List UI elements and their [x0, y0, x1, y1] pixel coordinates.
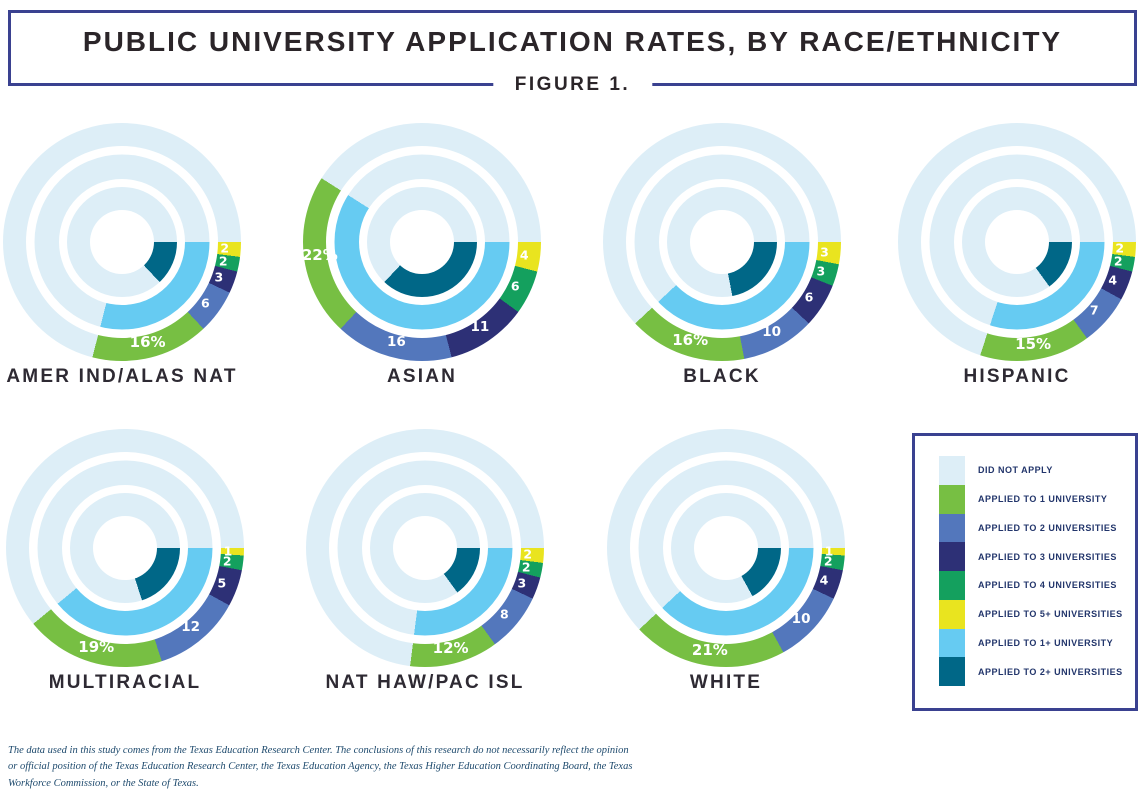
- donut-chart-asian: 22% 16 11 6 4 ASIAN: [301, 123, 541, 387]
- legend-swatch-applied-5-plus: [939, 599, 965, 629]
- legend-swatch-did-not-apply: [939, 456, 965, 485]
- segment-value-label: 16: [386, 333, 406, 350]
- legend-label: APPLIED TO 1 UNIVERSITY: [978, 494, 1108, 505]
- donut-hole: [690, 210, 754, 274]
- donut-chart-nat-haw-pac-isl: 12% 8 3 2 2 NAT HAW/PAC ISL: [306, 429, 544, 693]
- legend-item-applied-3: APPLIED TO 3 UNIVERSITIES: [939, 542, 1135, 571]
- legend-label: APPLIED TO 2 UNIVERSITIES: [978, 522, 1117, 533]
- donut-hole: [390, 210, 454, 274]
- segment-value-label: 2: [220, 240, 230, 256]
- legend-item-applied-2-plus: APPLIED TO 2+ UNIVERSITIES: [939, 657, 1135, 686]
- segment-value-label: 1: [223, 543, 233, 559]
- segment-value-label: 3: [517, 575, 527, 591]
- donut-hole: [90, 210, 154, 274]
- segment-value-label: 5: [217, 575, 227, 591]
- donut-chart-black: 16% 10 6 3 3 BLACK: [603, 123, 841, 387]
- segment-value-label: 16%: [129, 332, 166, 351]
- segment-value-label: 15%: [1015, 334, 1052, 353]
- donut-hole: [985, 210, 1049, 274]
- legend-label: APPLIED TO 4 UNIVERSITIES: [978, 580, 1117, 591]
- donut-chart-white: 21% 10 4 2 1 WHITE: [607, 429, 845, 693]
- legend-swatch-applied-4: [939, 571, 965, 600]
- segment-value-label: 6: [510, 278, 520, 294]
- donut-chart-hispanic: 15% 7 4 2 2 HISPANIC: [898, 123, 1136, 387]
- segment-value-label: 3: [214, 269, 224, 285]
- segment-value-label: 10: [762, 324, 782, 341]
- legend-swatch-applied-2-plus: [939, 657, 965, 686]
- segment-value-label: 21%: [691, 640, 728, 659]
- figure-label: FIGURE 1.: [492, 74, 653, 96]
- chart-name-label: AMER IND/ALAS NAT: [6, 366, 238, 387]
- legend-label: APPLIED TO 2+ UNIVERSITIES: [978, 666, 1123, 677]
- figure-title-box: PUBLIC UNIVERSITY APPLICATION RATES, BY …: [8, 10, 1137, 96]
- segment-value-label: 2: [218, 253, 228, 269]
- segment-value-label: 1: [824, 543, 834, 559]
- chart-name-label: MULTIRACIAL: [48, 672, 202, 693]
- segment-value-label: 4: [1108, 272, 1118, 288]
- segment-value-label: 16%: [672, 330, 709, 349]
- segment-value-label: 3: [816, 263, 826, 279]
- segment-value-label: 3: [820, 244, 829, 260]
- donut-hole: [393, 516, 457, 580]
- segment-value-label: 6: [200, 295, 210, 311]
- segment-value-label: 2: [1115, 240, 1125, 256]
- legend-item-applied-4: APPLIED TO 4 UNIVERSITIES: [939, 571, 1135, 600]
- segment-value-label: 4: [519, 247, 529, 263]
- footnote-line: Workforce Commission, or the State of Te…: [8, 777, 199, 789]
- chart-name-label: HISPANIC: [963, 366, 1071, 387]
- legend-item-applied-5-plus: APPLIED TO 5+ UNIVERSITIES: [939, 599, 1135, 629]
- segment-value-label: 8: [500, 606, 509, 622]
- segment-value-label: 19%: [78, 637, 115, 656]
- legend-swatch-applied-1-plus: [939, 628, 965, 658]
- segment-value-label: 2: [1113, 253, 1123, 269]
- chart-name-label: ASIAN: [386, 366, 458, 387]
- legend-label: APPLIED TO 5+ UNIVERSITIES: [978, 609, 1123, 620]
- chart-name-label: BLACK: [683, 366, 761, 387]
- legend-item-applied-1: APPLIED TO 1 UNIVERSITY: [939, 484, 1135, 514]
- donut-chart-amer-ind-alas-nat: 16% 6 3 2 2 AMER IND/ALAS NAT: [3, 123, 241, 387]
- legend-item-applied-1-plus: APPLIED TO 1+ UNIVERSITY: [939, 628, 1135, 658]
- segment-value-label: 12%: [432, 638, 469, 657]
- legend-swatch-applied-1: [939, 484, 965, 514]
- segment-value-label: 4: [819, 572, 829, 588]
- segment-value-label: 6: [804, 289, 814, 305]
- chart-name-label: NAT HAW/PAC ISL: [325, 672, 525, 693]
- donut-hole: [93, 516, 157, 580]
- footnote-line: or official position of the Texas Educat…: [8, 761, 633, 773]
- legend-swatch-applied-2: [939, 513, 965, 543]
- page-title: PUBLIC UNIVERSITY APPLICATION RATES, BY …: [82, 26, 1063, 57]
- legend-label: DID NOT APPLY: [978, 465, 1053, 476]
- legend-item-did-not-apply: DID NOT APPLY: [939, 456, 1135, 485]
- donut-chart-multiracial: 19% 12 5 2 1 MULTIRACIAL: [6, 429, 244, 693]
- segment-value-label: 2: [823, 553, 833, 569]
- legend-label: APPLIED TO 1+ UNIVERSITY: [978, 637, 1114, 648]
- segment-value-label: 2: [523, 546, 533, 562]
- legend-item-applied-2: APPLIED TO 2 UNIVERSITIES: [939, 513, 1135, 543]
- segment-value-label: 7: [1089, 302, 1099, 318]
- segment-value-label: 10: [791, 610, 811, 627]
- chart-name-label: WHITE: [689, 672, 763, 693]
- segment-value-label: 2: [222, 553, 232, 569]
- legend-label: APPLIED TO 3 UNIVERSITIES: [978, 551, 1117, 562]
- segment-value-label: 11: [470, 319, 490, 336]
- segment-value-label: 22%: [301, 245, 338, 264]
- donut-hole: [694, 516, 758, 580]
- legend-box: DID NOT APPLY APPLIED TO 1 UNIVERSITY APPL…: [912, 433, 1138, 711]
- segment-value-label: 12: [181, 619, 201, 636]
- footnote: The data used in this study comes from t…: [8, 743, 648, 792]
- footnote-line: The data used in this study comes from t…: [8, 745, 629, 756]
- segment-value-label: 2: [521, 559, 531, 575]
- legend-swatch-applied-3: [939, 542, 965, 571]
